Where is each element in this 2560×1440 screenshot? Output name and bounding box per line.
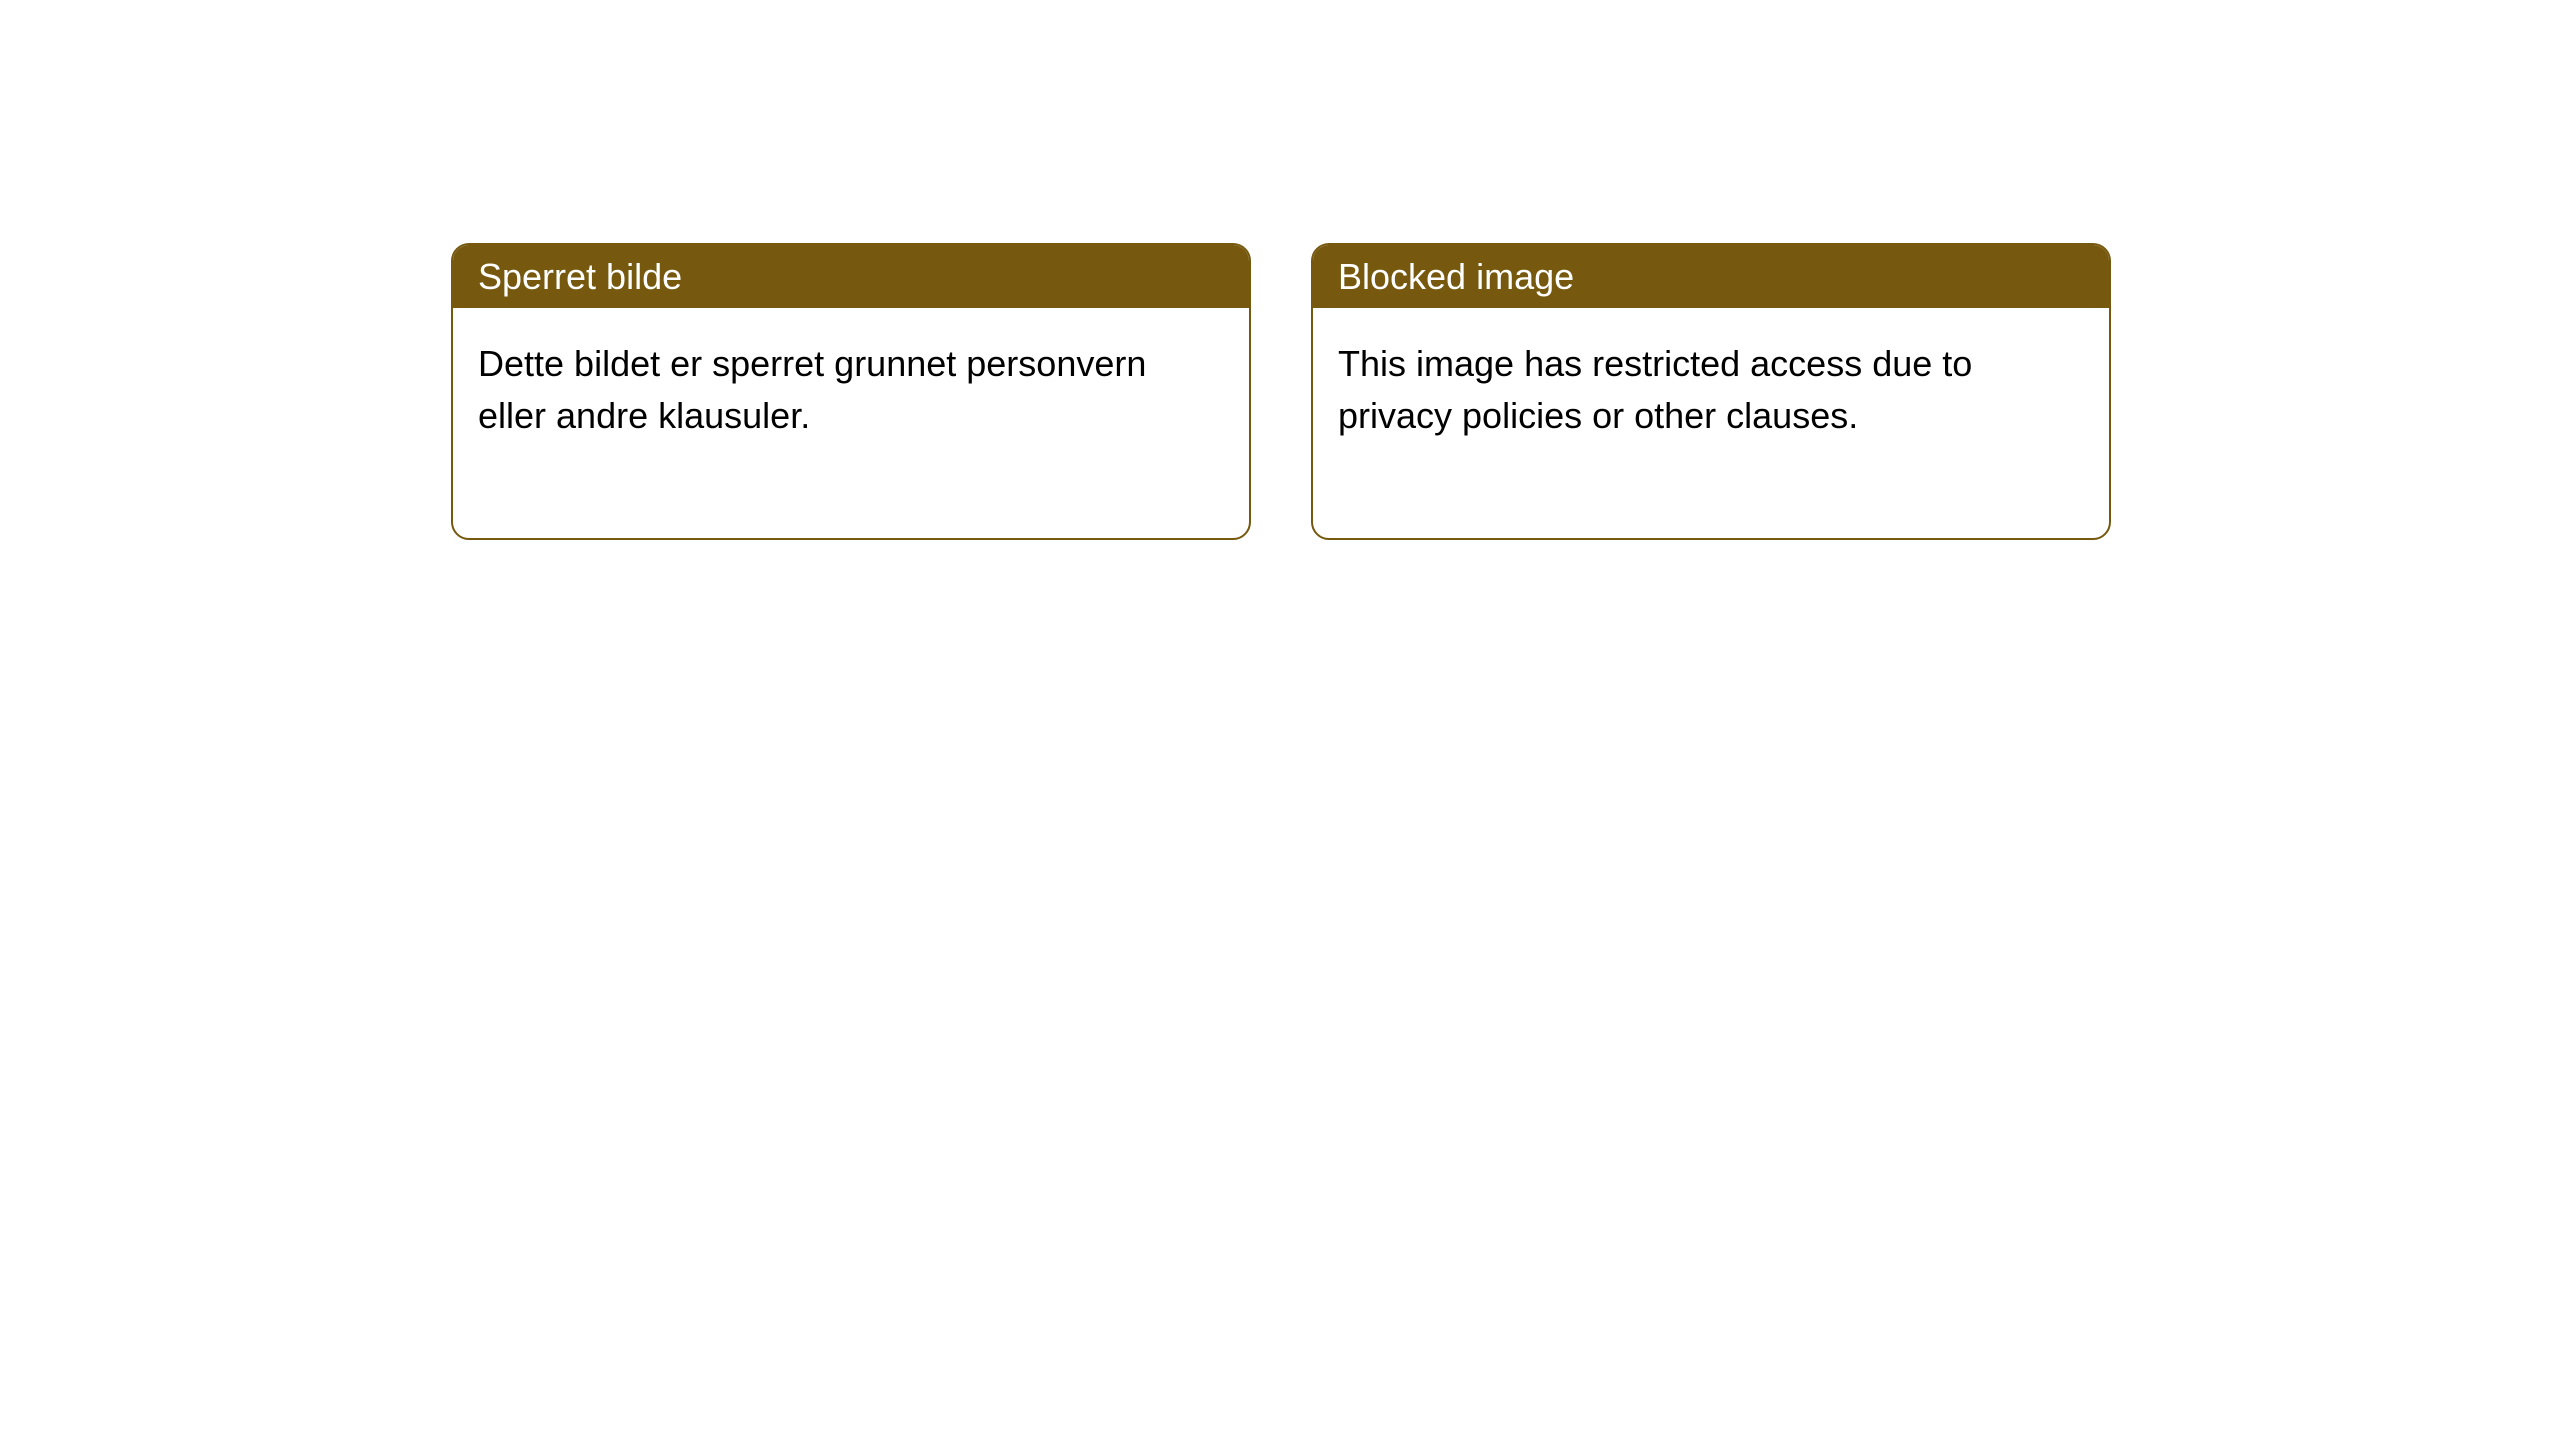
notice-title-norwegian: Sperret bilde: [453, 245, 1249, 308]
notice-body-norwegian: Dette bildet er sperret grunnet personve…: [453, 308, 1249, 538]
notices-container: Sperret bilde Dette bildet er sperret gr…: [451, 243, 2111, 540]
notice-box-english: Blocked image This image has restricted …: [1311, 243, 2111, 540]
notice-box-norwegian: Sperret bilde Dette bildet er sperret gr…: [451, 243, 1251, 540]
notice-title-english: Blocked image: [1313, 245, 2109, 308]
notice-body-english: This image has restricted access due to …: [1313, 308, 2109, 538]
